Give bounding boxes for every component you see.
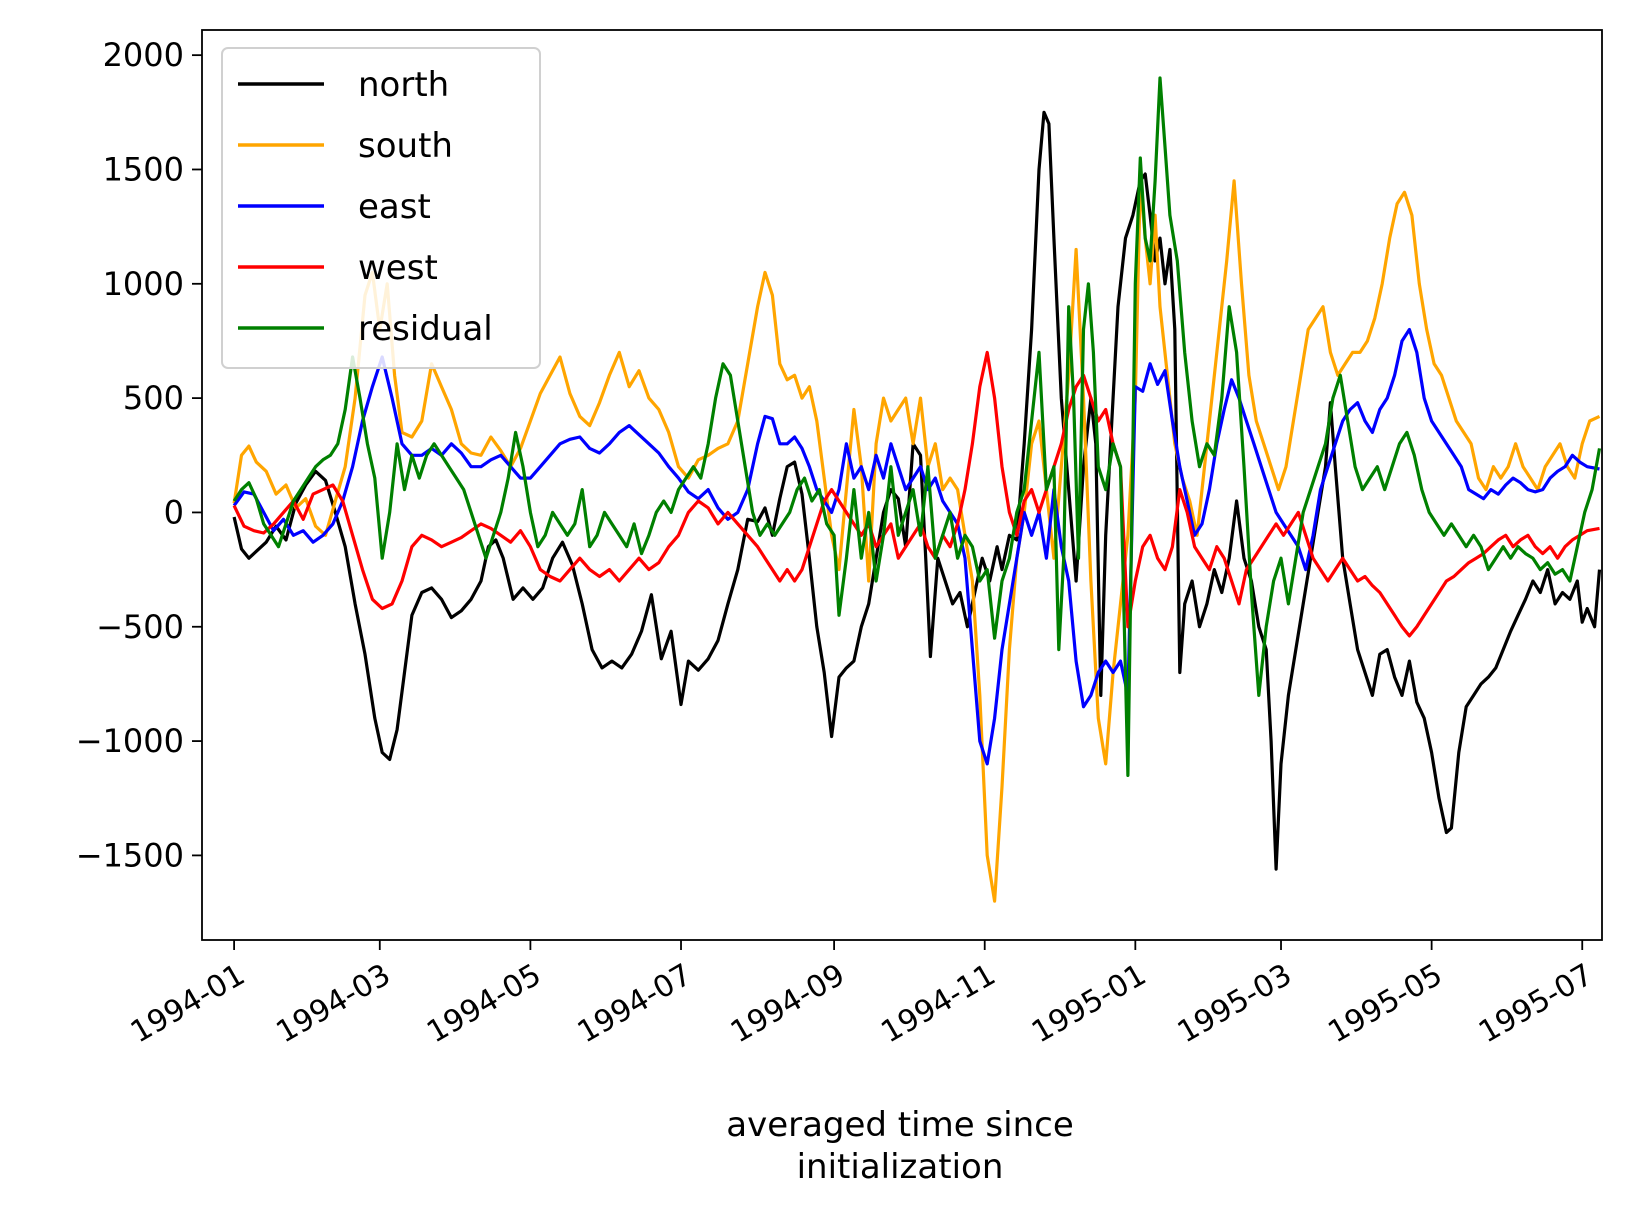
- legend-label-east: east: [358, 187, 431, 227]
- y-tick-label: −500: [96, 608, 184, 646]
- y-tick-label: 0: [164, 493, 184, 531]
- y-tick-label: −1500: [76, 836, 184, 874]
- y-tick-label: 2000: [103, 36, 184, 74]
- legend-label-north: north: [358, 65, 449, 105]
- series-layer: [232, 76, 1602, 903]
- y-axis: −1500 −1000 −500 0 500 1000 1500 2000: [76, 36, 202, 874]
- series-line-south: [232, 179, 1601, 903]
- series-line-west: [232, 350, 1600, 638]
- series-line-residual: [232, 76, 1602, 778]
- y-tick-label: 500: [123, 379, 184, 417]
- series-line-north: [232, 110, 1602, 871]
- series-line-east: [232, 327, 1600, 766]
- y-tick-label: 1000: [103, 265, 184, 303]
- axes-frame: [201, 29, 1603, 941]
- legend-label-west: west: [358, 248, 438, 288]
- y-tick-label: 1500: [103, 150, 184, 188]
- legend: north south east west residual: [221, 47, 541, 369]
- legend-label-residual: residual: [358, 309, 493, 349]
- y-tick-label: −1000: [76, 722, 184, 760]
- legend-box: [221, 47, 541, 369]
- x-axis-label-line-1: averaged time since: [726, 1105, 1074, 1145]
- x-axis-label-line-2: initialization: [797, 1147, 1004, 1187]
- legend-label-south: south: [358, 126, 453, 166]
